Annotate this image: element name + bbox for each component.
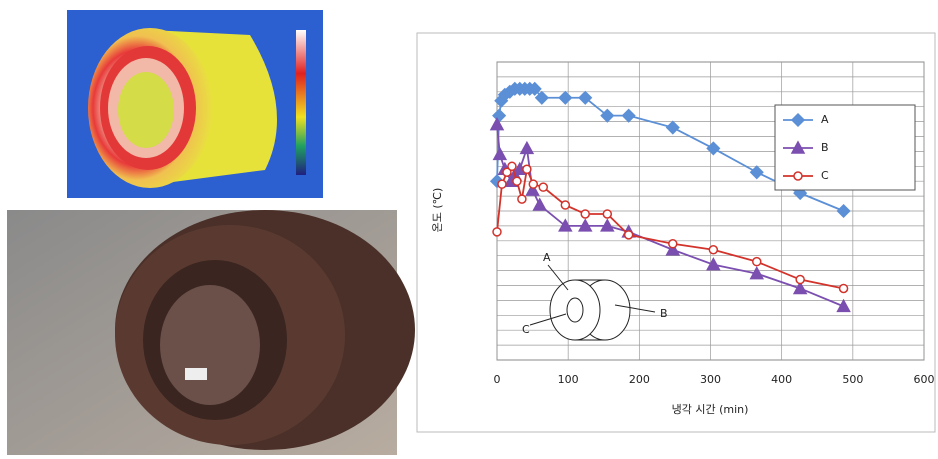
legend-label: B xyxy=(821,141,829,154)
x-axis-label: 냉각 시간 (min) xyxy=(672,403,749,416)
x-tick-label: 600 xyxy=(914,373,935,386)
marker xyxy=(840,284,848,292)
figure: 0 100 200 300 400 500 600 A B C 온도 (℃) 냉각 시간 (min… xyxy=(0,0,938,459)
marker xyxy=(513,177,521,185)
marker xyxy=(518,195,526,203)
marker xyxy=(498,180,506,188)
marker xyxy=(625,231,633,239)
x-tick-label: 100 xyxy=(558,373,579,386)
coil-photo xyxy=(7,210,415,455)
marker xyxy=(561,201,569,209)
legend-label: A xyxy=(821,113,829,126)
x-tick-label: 300 xyxy=(700,373,721,386)
x-tick-label: 200 xyxy=(629,373,650,386)
marker xyxy=(493,228,501,236)
marker xyxy=(669,240,677,248)
x-tick-label: 500 xyxy=(842,373,863,386)
marker xyxy=(529,180,537,188)
marker xyxy=(753,258,761,266)
marker xyxy=(796,276,804,284)
thermal-image xyxy=(67,10,323,198)
annotation: B xyxy=(660,307,668,320)
marker xyxy=(581,210,589,218)
annotation: A xyxy=(543,251,551,264)
legend-label: C xyxy=(821,169,829,182)
y-axis-label: 온도 (℃) xyxy=(431,188,444,233)
marker xyxy=(603,210,611,218)
x-tick-label: 0 xyxy=(494,373,501,386)
marker xyxy=(523,165,531,173)
marker xyxy=(508,162,516,170)
marker xyxy=(539,183,547,191)
marker xyxy=(794,172,802,180)
figure-canvas: 0 100 200 300 400 500 600 A B C 온도 (℃) 냉각 시간 (min… xyxy=(0,0,938,459)
x-tick-label: 400 xyxy=(771,373,792,386)
marker xyxy=(709,246,717,254)
annotation: C xyxy=(522,323,530,336)
